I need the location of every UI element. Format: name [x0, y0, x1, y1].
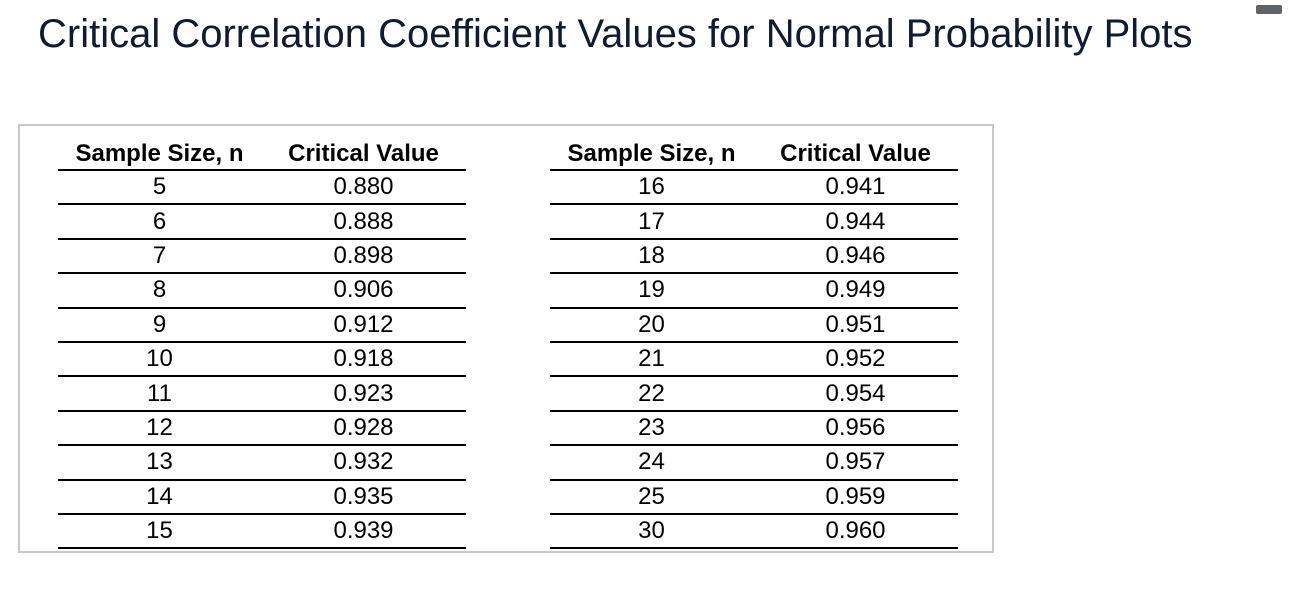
header-critical-value: Critical Value	[261, 138, 466, 171]
table-row: 15 0.939	[58, 513, 466, 550]
table-row: 10 0.918	[58, 341, 466, 378]
cell-sample-size: 25	[550, 479, 753, 515]
cell-critical-value: 0.888	[261, 204, 466, 240]
cell-critical-value: 0.949	[753, 273, 958, 309]
cell-sample-size: 14	[58, 479, 261, 515]
table-row: 20 0.951	[550, 307, 958, 343]
table-row: 9 0.912	[58, 307, 466, 343]
cell-sample-size: 12	[58, 410, 261, 447]
table-row: 13 0.932	[58, 445, 466, 481]
table-left-body: 5 0.880 6 0.888 7 0.898 8 0.906 9 0.912 10 0.918 11 0…	[58, 170, 466, 550]
table-row: 7 0.898	[58, 238, 466, 275]
cell-sample-size: 19	[550, 273, 753, 309]
cell-sample-size: 18	[550, 238, 753, 275]
table-row: 12 0.928	[58, 410, 466, 447]
cell-sample-size: 10	[58, 341, 261, 378]
cell-critical-value: 0.939	[261, 513, 466, 550]
table-header-row: Sample Size, n Critical Value	[550, 138, 958, 171]
cell-sample-size: 22	[550, 376, 753, 412]
cell-critical-value: 0.923	[261, 376, 466, 412]
table-row: 6 0.888	[58, 204, 466, 240]
table-row: 21 0.952	[550, 341, 958, 378]
critical-values-table-right: Sample Size, n Critical Value 16 0.941 17 0…	[550, 138, 958, 550]
cell-critical-value: 0.960	[753, 513, 958, 550]
table-row: 5 0.880	[58, 170, 466, 206]
table-row: 22 0.954	[550, 376, 958, 412]
table-row: 19 0.949	[550, 273, 958, 309]
table-row: 8 0.906	[58, 273, 466, 309]
cell-sample-size: 20	[550, 307, 753, 343]
table-right-body: 16 0.941 17 0.944 18 0.946 19 0.949 20 0.951 21 0.9…	[550, 170, 958, 550]
table-row: 30 0.960	[550, 513, 958, 550]
cell-sample-size: 6	[58, 204, 261, 240]
cell-critical-value: 0.956	[753, 410, 958, 447]
cell-critical-value: 0.912	[261, 307, 466, 343]
cell-critical-value: 0.944	[753, 204, 958, 240]
critical-values-table-frame: Sample Size, n Critical Value 5 0.880 6 0.8…	[18, 124, 994, 553]
table-row: 25 0.959	[550, 479, 958, 515]
table-row: 23 0.956	[550, 410, 958, 447]
cell-critical-value: 0.906	[261, 273, 466, 309]
table-right-half: Sample Size, n Critical Value 16 0.941 17 0…	[550, 138, 958, 550]
cell-critical-value: 0.954	[753, 376, 958, 412]
cell-critical-value: 0.932	[261, 445, 466, 481]
cell-critical-value: 0.946	[753, 238, 958, 275]
cell-critical-value: 0.928	[261, 410, 466, 447]
cell-critical-value: 0.898	[261, 238, 466, 275]
cell-sample-size: 23	[550, 410, 753, 447]
cell-sample-size: 16	[550, 170, 753, 206]
header-critical-value: Critical Value	[753, 138, 958, 171]
table-row: 16 0.941	[550, 170, 958, 206]
table-row: 18 0.946	[550, 238, 958, 275]
minimize-icon[interactable]	[1256, 5, 1282, 14]
cell-sample-size: 8	[58, 273, 261, 309]
cell-sample-size: 21	[550, 341, 753, 378]
header-sample-size: Sample Size, n	[58, 138, 261, 171]
page-title: Critical Correlation Coefficient Values …	[38, 12, 1193, 56]
table-row: 14 0.935	[58, 479, 466, 515]
cell-critical-value: 0.941	[753, 170, 958, 206]
cell-sample-size: 11	[58, 376, 261, 412]
table-row: 24 0.957	[550, 445, 958, 481]
table-left-half: Sample Size, n Critical Value 5 0.880 6 0.8…	[58, 138, 466, 550]
header-sample-size: Sample Size, n	[550, 138, 753, 171]
cell-critical-value: 0.952	[753, 341, 958, 378]
cell-critical-value: 0.959	[753, 479, 958, 515]
cell-critical-value: 0.951	[753, 307, 958, 343]
cell-sample-size: 17	[550, 204, 753, 240]
cell-sample-size: 13	[58, 445, 261, 481]
cell-sample-size: 9	[58, 307, 261, 343]
table-row: 11 0.923	[58, 376, 466, 412]
cell-sample-size: 24	[550, 445, 753, 481]
table-header-row: Sample Size, n Critical Value	[58, 138, 466, 171]
cell-sample-size: 15	[58, 513, 261, 550]
critical-values-table-left: Sample Size, n Critical Value 5 0.880 6 0.8…	[58, 138, 466, 550]
cell-critical-value: 0.935	[261, 479, 466, 515]
cell-sample-size: 5	[58, 170, 261, 206]
cell-critical-value: 0.880	[261, 170, 466, 206]
cell-sample-size: 7	[58, 238, 261, 275]
cell-critical-value: 0.957	[753, 445, 958, 481]
cell-critical-value: 0.918	[261, 341, 466, 378]
cell-sample-size: 30	[550, 513, 753, 550]
table-row: 17 0.944	[550, 204, 958, 240]
